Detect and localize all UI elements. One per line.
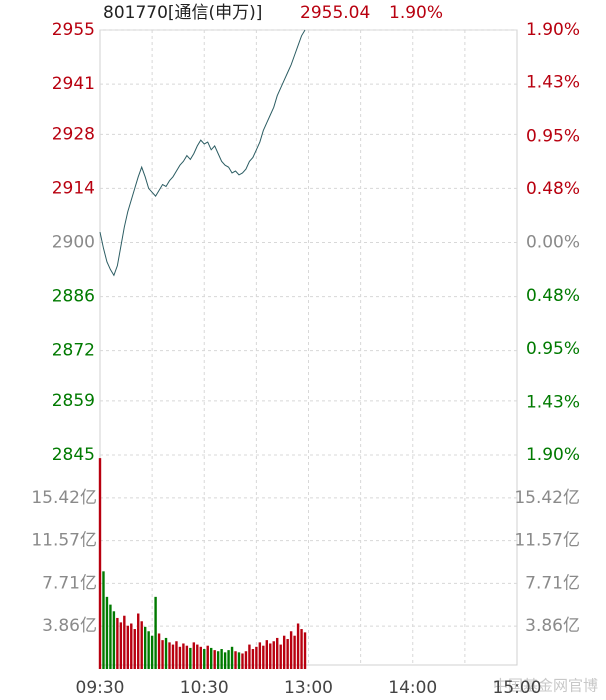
y2-tick-label: 1.43% [526, 392, 580, 412]
volume-bar [269, 643, 272, 669]
volume-bar [282, 635, 286, 669]
volume-bar [244, 651, 248, 669]
vol-tick-label-right: 11.57亿 [514, 531, 580, 551]
chart-title: 801770[通信(申万)] [103, 3, 262, 23]
vol-tick-label: 11.57亿 [31, 531, 97, 551]
vol-tick-label-right: 7.71亿 [525, 573, 580, 593]
volume-bar [168, 642, 171, 669]
y2-tick-label: 0.95% [526, 126, 580, 146]
volume-bar [130, 623, 133, 669]
volume-bar [133, 629, 136, 669]
volume-bar [119, 622, 123, 669]
y-tick-label: 2845 [52, 445, 95, 465]
volume-bar [171, 644, 175, 669]
volume-bar [102, 571, 105, 669]
volume-bar [164, 637, 168, 669]
y-tick-label: 2914 [52, 178, 95, 198]
volume-bar [220, 649, 223, 669]
volume-bar [140, 621, 143, 669]
volume-bar [199, 646, 202, 669]
volume-bar [272, 641, 275, 669]
volume-bar [293, 635, 296, 669]
x-tick-label: 15:00 [493, 678, 542, 698]
volume-bar [182, 643, 185, 669]
watermark: 中国基金网官博 [493, 677, 598, 695]
volume-bar [279, 644, 282, 669]
vol-tick-label-right: 15.42亿 [514, 488, 580, 508]
volume-bar [196, 644, 199, 669]
volume-bar [241, 653, 244, 669]
y2-tick-label: 0.95% [526, 339, 580, 359]
y2-tick-label: 0.48% [526, 286, 580, 306]
volume-bar [137, 613, 140, 669]
volume-bar [216, 651, 220, 669]
volume-bar [105, 596, 109, 669]
volume-bar [213, 650, 216, 669]
y2-tick-label: 0.48% [526, 179, 580, 199]
vol-tick-label: 7.71亿 [42, 573, 97, 593]
volume-bar [251, 649, 255, 669]
volume-bar [262, 645, 265, 669]
volume-bar [303, 632, 307, 669]
volume-bar [230, 646, 234, 669]
volume-bar [265, 640, 268, 669]
volume-bar [258, 642, 262, 669]
volume-bar [143, 626, 147, 669]
volume-bar [154, 596, 157, 669]
x-tick-label: 14:00 [388, 678, 437, 698]
volume-bar [189, 647, 192, 669]
y-tick-label: 2872 [52, 341, 95, 361]
y-tick-label: 2955 [52, 20, 95, 40]
volume-bar [150, 635, 154, 669]
vol-tick-label: 3.86亿 [42, 616, 97, 636]
plot-frame [99, 29, 518, 666]
volume-bar [126, 625, 129, 669]
x-tick-label: 13:00 [284, 678, 333, 698]
y-tick-label: 2859 [52, 391, 95, 411]
volume-bar [223, 652, 227, 669]
volume-bar [276, 637, 279, 669]
last-price: 2955.04 [300, 3, 370, 23]
volume-bar [185, 645, 189, 669]
volume-bar [255, 646, 258, 669]
y2-tick-label: 1.90% [526, 20, 580, 40]
vol-tick-label-right: 3.86亿 [525, 616, 580, 636]
y2-tick-label: 1.90% [526, 445, 580, 465]
volume-bar [161, 640, 164, 669]
volume-bar [227, 650, 230, 669]
volume-bar [210, 647, 213, 669]
volume-bar [206, 645, 209, 669]
volume-bar [286, 639, 289, 669]
y2-tick-label: 0.00% [526, 233, 580, 253]
y-tick-label: 2886 [52, 287, 95, 307]
x-tick-label: 09:30 [76, 678, 125, 698]
vol-tick-label: 15.42亿 [31, 488, 97, 508]
volume-bar [237, 652, 241, 669]
volume-bar [98, 458, 102, 669]
volume-bar [112, 611, 116, 669]
price-line [99, 29, 306, 277]
volume-bar [248, 644, 251, 669]
volume-bar [123, 615, 126, 669]
volume-bar [296, 623, 300, 669]
y2-tick-label: 1.43% [526, 73, 580, 93]
volume-bar [289, 631, 293, 669]
last-change: 1.90% [389, 3, 443, 23]
y-tick-label: 2900 [52, 233, 95, 253]
y-tick-label: 2941 [52, 74, 95, 94]
x-tick-label: 10:30 [180, 678, 229, 698]
volume-bar [178, 646, 182, 669]
y-tick-label: 2928 [52, 124, 95, 144]
volume-bar [203, 649, 206, 669]
volume-bar [116, 617, 119, 669]
volume-bar [300, 629, 303, 669]
volume-bar [192, 642, 196, 669]
volume-bar [147, 631, 150, 669]
volume-bar [109, 604, 112, 669]
volume-bar [175, 641, 178, 669]
volume-bar [234, 651, 237, 669]
volume-bar [157, 633, 161, 669]
